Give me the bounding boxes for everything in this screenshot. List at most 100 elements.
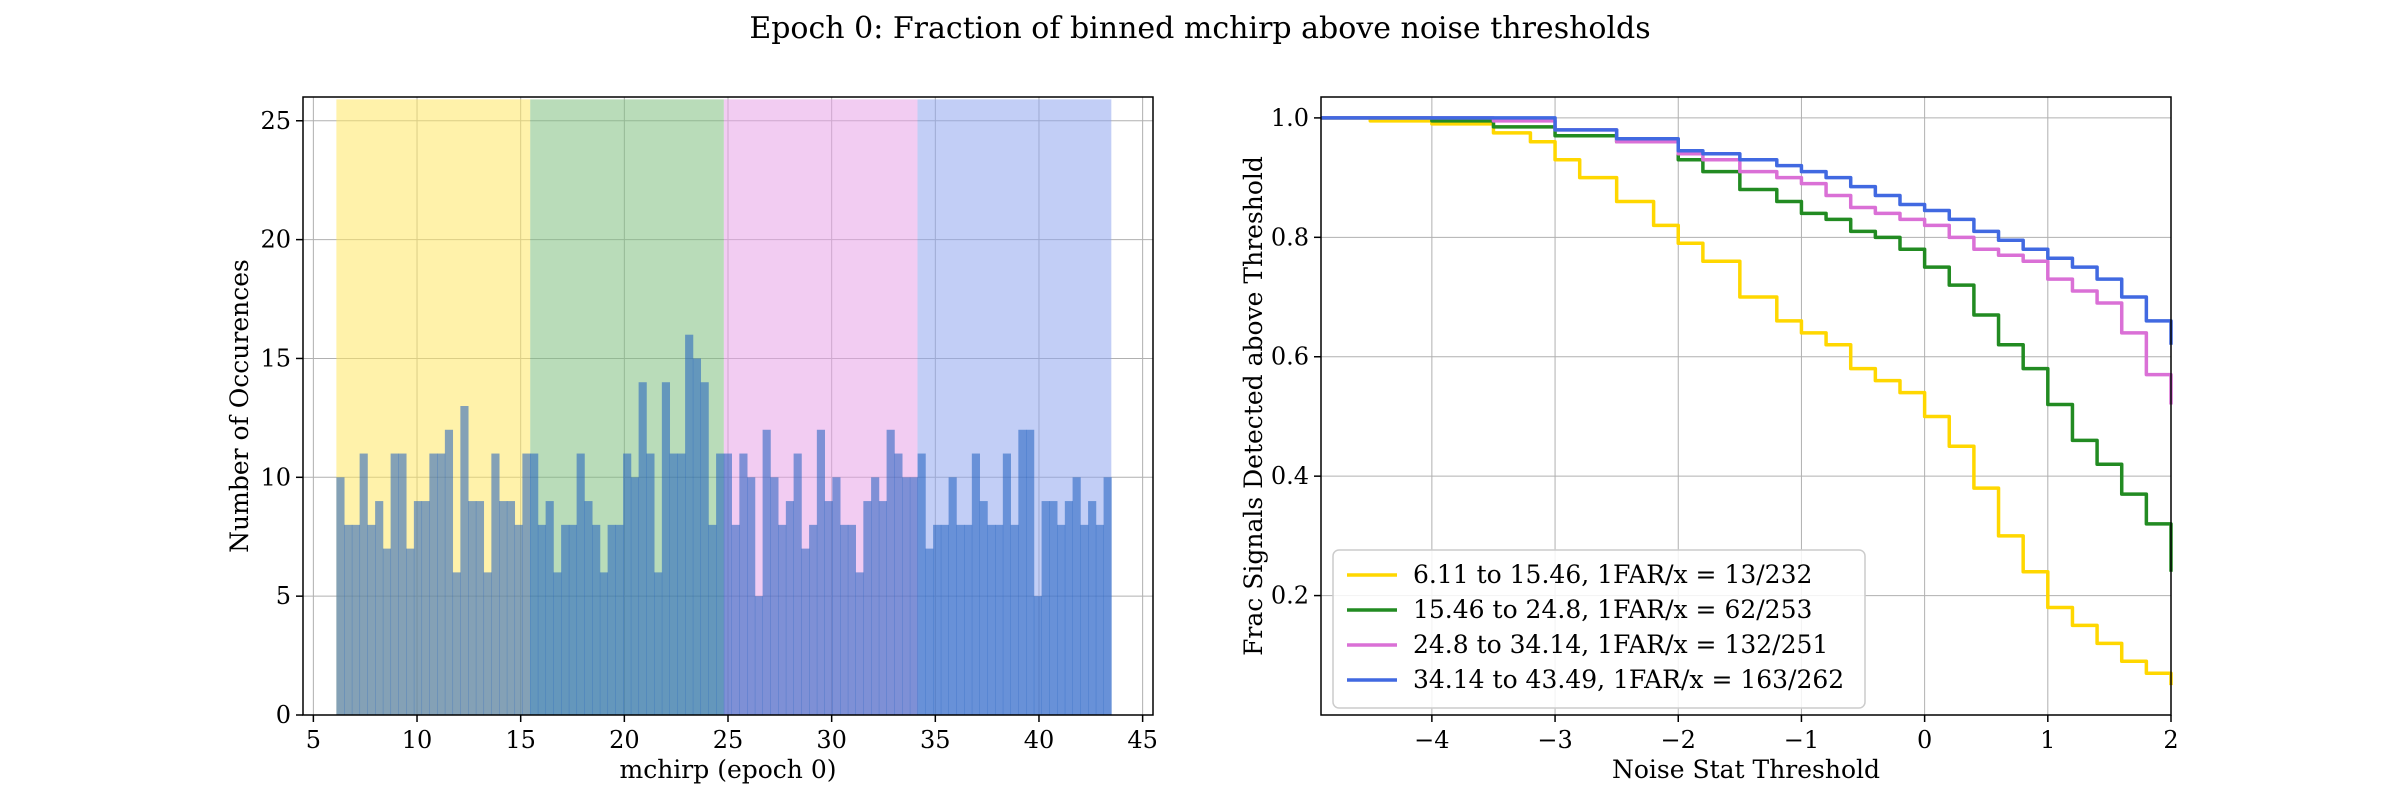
hist-bar-3 (359, 453, 368, 715)
thr-xtick-label-4: 0 (1917, 726, 1932, 754)
hist-bar-68 (863, 501, 872, 715)
hist-xtick-label-2: 15 (505, 726, 536, 754)
hist-bar-39 (638, 382, 647, 715)
threshold-y-label: Frac Signals Detected above Threshold (1239, 156, 1268, 656)
hist-bar-37 (623, 453, 632, 715)
thr-xtick-label-0: −4 (1414, 726, 1449, 754)
threshold-series-3 (1321, 116, 2173, 405)
hist-bar-57 (778, 524, 787, 715)
hist-bar-0 (336, 477, 345, 715)
hist-bar-95 (1072, 477, 1081, 715)
hist-bar-11 (421, 501, 430, 715)
hist-bar-90 (1033, 596, 1042, 715)
hist-xtick-label-8: 45 (1127, 726, 1158, 754)
hist-bar-9 (406, 548, 415, 715)
hist-bar-18 (475, 501, 485, 715)
threshold-lines (1321, 116, 2173, 686)
hist-bar-92 (1049, 501, 1058, 715)
hist-ytick-label-0: 0 (276, 701, 291, 729)
hist-bar-76 (925, 548, 934, 715)
hist-bar-42 (661, 382, 671, 715)
thr-xtick-label-2: −2 (1661, 726, 1696, 754)
hist-bar-88 (1018, 429, 1027, 715)
hist-bar-7 (390, 453, 399, 715)
hist-bar-27 (545, 501, 554, 715)
histogram-y-ticks: 0 5 10 15 20 25 (260, 107, 303, 729)
hist-bar-23 (514, 524, 523, 715)
threshold-legend: 6.11 to 15.46, 1FAR/x = 13/232 15.46 to 2… (1332, 549, 1866, 709)
hist-bar-41 (654, 572, 663, 715)
hist-bar-24 (522, 453, 531, 715)
hist-bar-15 (452, 572, 461, 715)
legend-label-2: 15.46 to 24.8, 1FAR/x = 62/253 (1413, 595, 1812, 624)
hist-bar-45 (685, 334, 694, 715)
hist-bar-91 (1041, 501, 1050, 715)
thr-ytick-label-0: 0.2 (1271, 582, 1309, 610)
hist-bar-71 (886, 429, 895, 715)
threshold-y-ticks: 0.2 0.4 0.6 0.8 1.0 (1271, 104, 1321, 610)
hist-bar-25 (530, 453, 539, 715)
hist-bar-61 (809, 524, 818, 715)
hist-bar-96 (1080, 524, 1089, 715)
hist-bar-80 (956, 524, 965, 715)
hist-bar-12 (429, 453, 438, 715)
threshold-series-2 (1321, 116, 2173, 572)
hist-bar-75 (917, 453, 926, 715)
hist-bar-83 (979, 501, 988, 715)
hist-bar-56 (770, 477, 779, 715)
hist-bar-21 (499, 501, 508, 715)
threshold-x-ticks: −4 −3 −2 −1 0 1 2 (1414, 715, 2179, 754)
hist-bar-43 (669, 453, 678, 715)
hist-bar-70 (878, 501, 887, 715)
histogram-y-label: Number of Occurences (225, 259, 254, 553)
hist-ytick-label-2: 10 (260, 463, 291, 491)
hist-xtick-label-0: 5 (306, 726, 321, 754)
hist-bar-58 (785, 501, 794, 715)
hist-bar-20 (491, 453, 500, 715)
legend-label-1: 6.11 to 15.46, 1FAR/x = 13/232 (1413, 560, 1812, 589)
hist-bar-53 (747, 477, 756, 715)
thr-xtick-label-6: 2 (2163, 726, 2178, 754)
hist-bar-29 (561, 524, 570, 715)
thr-xtick-label-3: −1 (1784, 726, 1819, 754)
hist-bar-86 (1002, 453, 1011, 715)
hist-bar-49 (716, 453, 725, 715)
hist-bar-87 (1010, 524, 1019, 715)
histogram-x-ticks: 5 10 15 20 25 30 35 40 45 (306, 715, 1158, 754)
hist-bar-64 (832, 477, 841, 715)
hist-bar-77 (933, 524, 942, 715)
hist-bar-34 (599, 572, 609, 715)
thr-ytick-label-4: 1.0 (1271, 104, 1309, 132)
threshold-series-4 (1321, 116, 2173, 345)
hist-bar-26 (537, 524, 547, 715)
threshold-series-1 (1321, 116, 2173, 686)
hist-bar-99 (1103, 477, 1112, 715)
hist-bar-28 (553, 572, 562, 715)
hist-bar-60 (801, 548, 810, 715)
thr-ytick-label-1: 0.4 (1271, 462, 1309, 490)
hist-bar-19 (483, 572, 492, 715)
hist-bar-2 (351, 524, 361, 715)
hist-bar-78 (940, 524, 949, 715)
hist-bar-1 (344, 524, 353, 715)
hist-bar-93 (1057, 524, 1066, 715)
hist-ytick-label-5: 25 (260, 107, 291, 135)
hist-xtick-label-4: 25 (713, 726, 744, 754)
hist-bar-65 (840, 524, 849, 715)
hist-bar-50 (723, 453, 733, 715)
histogram-x-label: mchirp (epoch 0) (619, 755, 836, 784)
thr-xtick-label-5: 1 (2040, 726, 2055, 754)
hist-bar-94 (1064, 501, 1073, 715)
hist-bar-46 (692, 358, 702, 715)
hist-bar-59 (793, 453, 802, 715)
hist-bar-32 (584, 501, 593, 715)
hist-bar-35 (607, 524, 616, 715)
legend-label-3: 24.8 to 34.14, 1FAR/x = 132/251 (1413, 630, 1828, 659)
hist-bar-17 (468, 501, 477, 715)
hist-ytick-label-3: 15 (260, 344, 291, 372)
hist-bar-38 (630, 477, 640, 715)
hist-bar-74 (909, 477, 918, 715)
